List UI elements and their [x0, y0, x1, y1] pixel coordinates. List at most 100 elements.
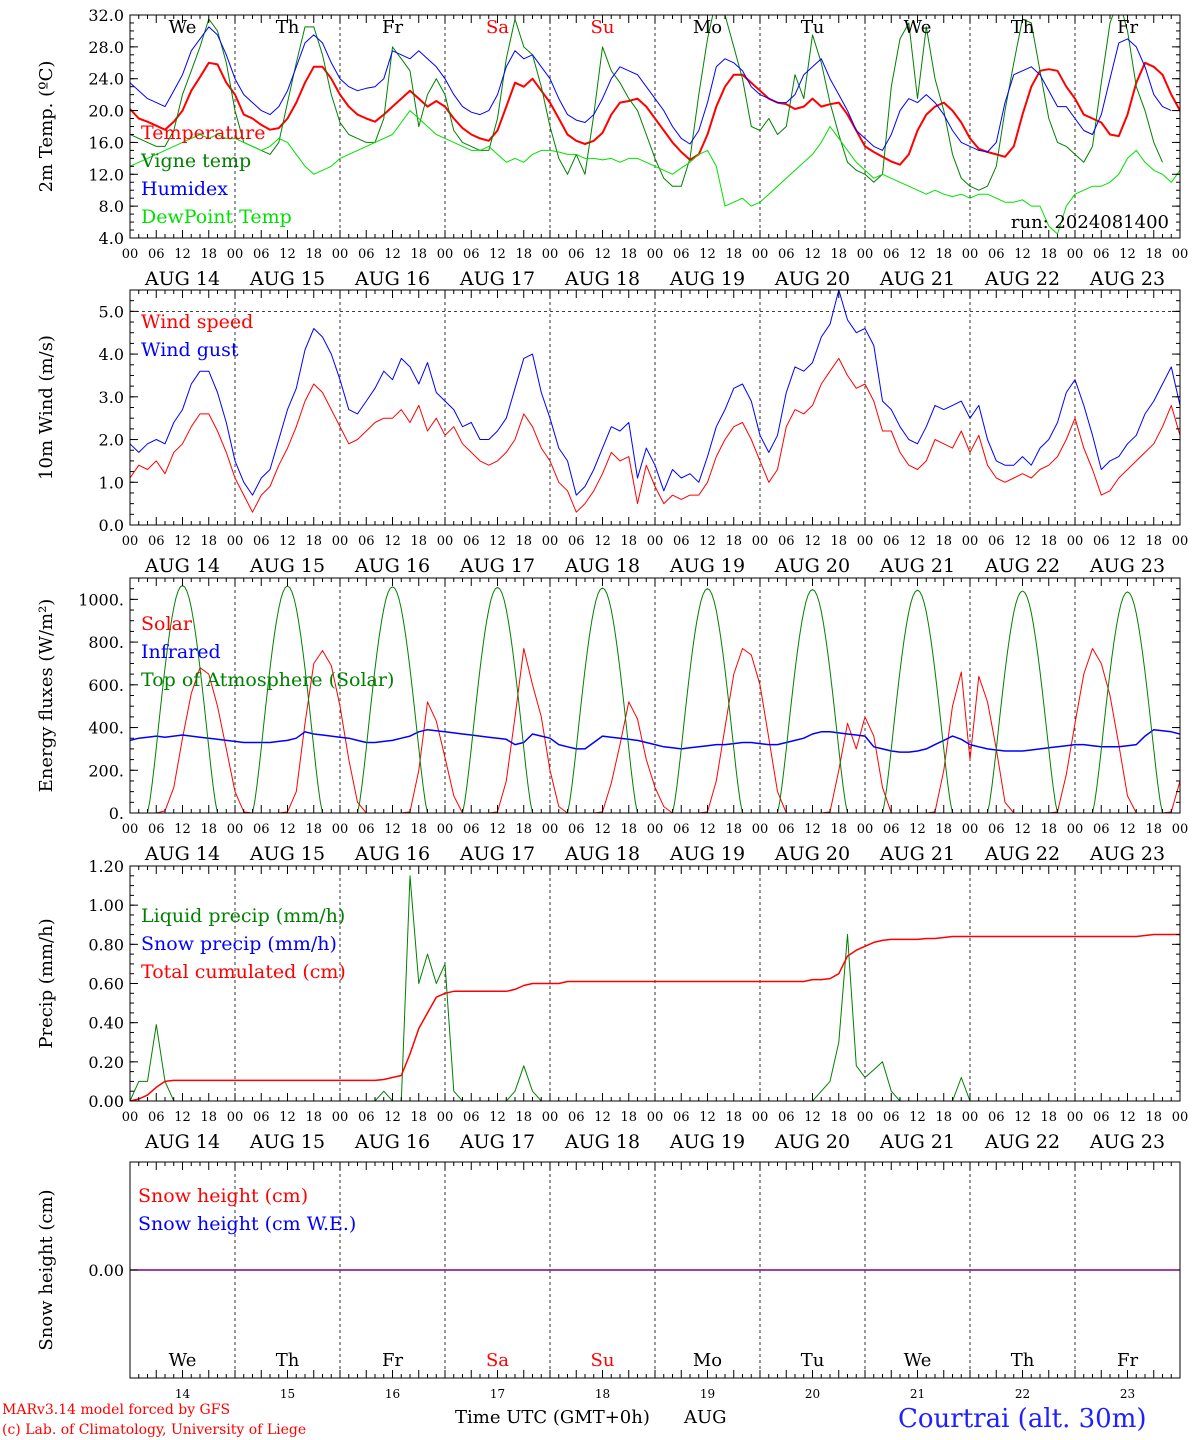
- legend-wind: Wind gust: [141, 339, 239, 361]
- hour-tick-label: 12: [489, 247, 506, 262]
- legend-precip: Total cumulated (cm): [141, 961, 346, 983]
- hour-tick-label: 00: [332, 534, 349, 549]
- hour-tick-label: 00: [542, 1110, 559, 1125]
- y-tick-label: 800.: [88, 633, 124, 652]
- hour-tick-label: 06: [1093, 247, 1110, 262]
- date-label: AUG 20: [774, 843, 850, 865]
- date-label: AUG 16: [354, 555, 430, 577]
- legend-precip: Snow precip (mm/h): [141, 933, 337, 955]
- hour-tick-label: 06: [253, 822, 270, 837]
- hour-tick-label: 06: [988, 1110, 1005, 1125]
- date-label: AUG 14: [144, 1131, 220, 1153]
- y-tick-label: 200.: [88, 761, 124, 780]
- hour-tick-label: 00: [647, 247, 664, 262]
- hour-tick-label: 06: [463, 247, 480, 262]
- date-label: AUG 22: [984, 268, 1060, 290]
- y-tick-label: 0.0: [99, 516, 124, 535]
- day-name-label: Fr: [1117, 1350, 1138, 1371]
- hour-tick-label: 00: [227, 247, 244, 262]
- hour-tick-label: 12: [384, 534, 401, 549]
- date-label: AUG 21: [879, 268, 955, 290]
- legend-precip: Liquid precip (mm/h): [141, 905, 345, 927]
- hour-tick-label: 18: [410, 247, 427, 262]
- series-line-temperature: [130, 61, 1180, 166]
- date-label: AUG 21: [879, 1131, 955, 1153]
- hour-tick-label: 00: [542, 822, 559, 837]
- day-name-label: Sa: [486, 1350, 509, 1371]
- hour-tick-label: 18: [830, 822, 847, 837]
- hour-tick-label: 18: [935, 1110, 952, 1125]
- hour-tick-label: 12: [804, 534, 821, 549]
- y-tick-label: 0.60: [88, 975, 124, 994]
- hour-tick-label: 00: [1067, 822, 1084, 837]
- hour-tick-label: 12: [804, 247, 821, 262]
- legend-snow: Snow height (cm W.E.): [138, 1213, 356, 1235]
- date-label: AUG 16: [354, 1131, 430, 1153]
- hour-tick-label: 00: [962, 247, 979, 262]
- date-label: AUG 17: [459, 268, 535, 290]
- date-label: AUG 19: [669, 1131, 745, 1153]
- legend-temperature: Humidex: [141, 178, 228, 200]
- y-tick-label: 12.0: [88, 165, 124, 184]
- hour-tick-label: 18: [410, 534, 427, 549]
- hour-tick-label: 06: [1093, 822, 1110, 837]
- hour-tick-label: 12: [909, 822, 926, 837]
- day-name-label: We: [904, 1350, 932, 1371]
- hour-tick-label: 18: [1145, 534, 1162, 549]
- y-tick-label: 0.20: [88, 1053, 124, 1072]
- hour-tick-label: 18: [1145, 822, 1162, 837]
- hour-tick-label: 18: [515, 822, 532, 837]
- hour-tick-label: 12: [489, 1110, 506, 1125]
- day-name-label: Su: [591, 17, 615, 38]
- hour-tick-label: 12: [279, 534, 296, 549]
- hour-tick-label: 00: [227, 1110, 244, 1125]
- hour-tick-label: 00: [647, 534, 664, 549]
- hour-tick-label: 06: [358, 534, 375, 549]
- hour-tick-label: 00: [647, 1110, 664, 1125]
- y-tick-label: 2.0: [99, 431, 124, 450]
- credit-line-2: (c) Lab. of Climatology, University of L…: [2, 1422, 306, 1438]
- day-name-label: We: [904, 17, 932, 38]
- run-label: run: 2024081400: [1011, 212, 1169, 233]
- date-label: AUG 18: [564, 1131, 640, 1153]
- hour-tick-label: 12: [174, 534, 191, 549]
- day-name-label: Sa: [486, 17, 509, 38]
- date-label: AUG 22: [984, 555, 1060, 577]
- month-label: AUG: [683, 1407, 727, 1428]
- panel-frame-temperature: [129, 14, 1181, 239]
- hour-tick-label: 00: [1067, 247, 1084, 262]
- hour-tick-label: 18: [620, 534, 637, 549]
- date-label: AUG 20: [774, 555, 850, 577]
- y-tick-label: 4.0: [99, 229, 124, 248]
- hour-tick-label: 18: [515, 534, 532, 549]
- day-number-label: 16: [385, 1387, 400, 1401]
- hour-tick-label: 00: [752, 247, 769, 262]
- hour-tick-label: 06: [1093, 1110, 1110, 1125]
- hour-tick-label: 00: [437, 822, 454, 837]
- y-tick-label: 0.80: [88, 935, 124, 954]
- date-label: AUG 19: [669, 268, 745, 290]
- hour-tick-label: 06: [883, 534, 900, 549]
- hour-tick-label: 18: [305, 1110, 322, 1125]
- hour-tick-label: 12: [1014, 822, 1031, 837]
- day-number-label: 21: [910, 1387, 925, 1401]
- hour-tick-label: 18: [1040, 247, 1057, 262]
- date-label: AUG 17: [459, 555, 535, 577]
- hour-tick-label: 12: [1119, 822, 1136, 837]
- hour-tick-label: 18: [305, 247, 322, 262]
- legend-energy: Top of Atmosphere (Solar): [141, 669, 394, 691]
- day-name-label: Fr: [1117, 17, 1138, 38]
- hour-tick-label: 12: [384, 247, 401, 262]
- hour-tick-label: 00: [332, 822, 349, 837]
- date-label: AUG 17: [459, 843, 535, 865]
- day-name-label: Fr: [382, 17, 403, 38]
- hour-tick-label: 18: [620, 822, 637, 837]
- hour-tick-label: 12: [699, 534, 716, 549]
- y-tick-label: 0.40: [88, 1014, 124, 1033]
- hour-tick-label: 06: [778, 534, 795, 549]
- date-label: AUG 19: [669, 843, 745, 865]
- hour-tick-label: 00: [332, 247, 349, 262]
- hour-tick-label: 00: [752, 822, 769, 837]
- day-name-label: Th: [276, 1350, 300, 1371]
- hour-tick-label: 18: [305, 534, 322, 549]
